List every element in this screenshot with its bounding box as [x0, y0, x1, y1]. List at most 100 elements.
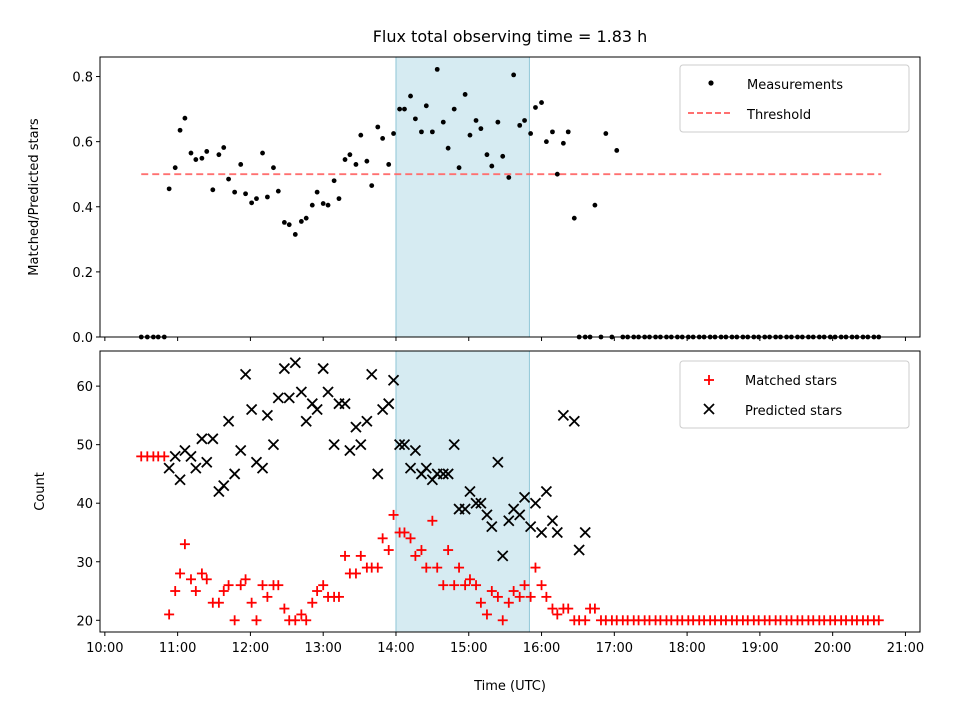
- observing-window-shade: [395, 350, 530, 633]
- matched-star-point: [481, 609, 492, 620]
- predicted-star-point: [355, 439, 367, 451]
- legend: Measurements Threshold: [679, 64, 910, 133]
- measurement-point: [271, 165, 276, 171]
- predicted-star-point: [573, 544, 585, 556]
- predicted-star-point: [256, 462, 269, 474]
- matched-star-point: [438, 580, 449, 591]
- measurement-point: [336, 196, 342, 202]
- predicted-star-point: [398, 439, 411, 451]
- measurement-point: [456, 165, 462, 171]
- measurement-point: [358, 132, 364, 138]
- predicted-star-point: [409, 444, 422, 457]
- predicted-star-point: [272, 392, 284, 404]
- y-tick-label: 50: [76, 439, 93, 454]
- matched-star-point: [318, 580, 329, 591]
- measurement-point: [364, 158, 370, 164]
- matched-star-point: [372, 562, 383, 573]
- x-tick-label: 10:00: [86, 641, 123, 656]
- measurement-point: [419, 129, 424, 135]
- y-axis-label: Matched/Predicted stars: [27, 118, 42, 276]
- predicted-star-point: [372, 468, 384, 480]
- matched-star-point: [460, 580, 471, 591]
- measurement-point: [445, 145, 451, 151]
- matched-star-point: [213, 597, 224, 608]
- predicted-star-point: [174, 474, 186, 486]
- matched-star-point: [541, 591, 552, 602]
- measurement-point: [440, 119, 446, 125]
- y-tick-label: 0.8: [72, 71, 93, 86]
- predicted-star-point: [442, 468, 454, 480]
- predicted-star-point: [459, 503, 471, 515]
- matched-star-point: [388, 509, 399, 520]
- x-tick-label: 18:00: [668, 641, 705, 656]
- y-tick-label: 0.6: [72, 136, 93, 151]
- predicted-star-point: [229, 468, 241, 480]
- predicted-star-point: [529, 497, 542, 509]
- measurement-point: [193, 157, 199, 162]
- observing-window-shade: [395, 56, 530, 338]
- measurement-point: [614, 148, 620, 153]
- measurement-point: [172, 165, 178, 171]
- matched-star-point: [333, 591, 344, 602]
- matched-star-point: [530, 562, 541, 573]
- matched-star-point: [427, 515, 438, 526]
- x-tick-label: 15:00: [450, 641, 487, 656]
- measurement-point: [281, 219, 287, 225]
- measurement-point: [467, 132, 473, 138]
- matched-star-point: [492, 591, 503, 602]
- measurement-point: [412, 116, 418, 122]
- measurement-point: [298, 219, 304, 224]
- predicted-star-point: [448, 439, 460, 451]
- predicted-star-point: [185, 450, 197, 463]
- matched-star-point: [497, 615, 508, 626]
- predicted-star-point: [393, 439, 406, 451]
- x-tick-label: 12:00: [232, 641, 269, 656]
- predicted-star-point: [222, 415, 235, 427]
- measurement-point: [423, 103, 429, 109]
- predicted-star-point: [497, 550, 509, 562]
- matched-star-point: [421, 562, 432, 573]
- x-tick-label: 19:00: [741, 641, 778, 656]
- measurement-point: [204, 149, 210, 154]
- predicted-star-point: [300, 415, 312, 427]
- predicted-star-point: [207, 433, 219, 445]
- matched-star-point: [503, 597, 514, 608]
- predicted-star-point: [475, 497, 487, 509]
- matched-star-point: [290, 615, 301, 626]
- matched-star-point: [454, 562, 465, 573]
- matched-star-point: [416, 545, 427, 556]
- measurement-point: [429, 129, 435, 135]
- predicted-star-point: [196, 433, 208, 445]
- measurement-point: [539, 100, 544, 105]
- measurement-point: [347, 152, 353, 158]
- matched-star-point: [301, 615, 312, 626]
- matched-star-point: [179, 539, 190, 550]
- legend-label-predicted: Predicted stars: [745, 404, 842, 419]
- predicted-star-point: [361, 415, 373, 427]
- measurement-point: [473, 118, 479, 123]
- measurement-point: [375, 124, 381, 130]
- matched-star-point: [873, 615, 884, 626]
- measurement-point: [386, 162, 392, 167]
- measurement-point: [554, 171, 560, 177]
- predicted-star-point: [350, 421, 362, 433]
- legend-label-matched: Matched stars: [745, 374, 837, 389]
- predicted-star-point: [524, 520, 537, 533]
- matched-star-point: [262, 591, 273, 602]
- predicted-star-point: [464, 485, 476, 498]
- matched-star-point: [251, 615, 262, 626]
- matched-star-point: [240, 574, 251, 585]
- measurement-point: [369, 183, 375, 189]
- measurement-point: [238, 162, 244, 167]
- legend-label-measurements: Measurements: [747, 78, 843, 93]
- measurement-point: [320, 201, 326, 206]
- measurement-point: [565, 129, 571, 135]
- predicted-star-point: [557, 409, 570, 422]
- matched-star-point: [589, 603, 600, 614]
- matched-star-point: [432, 562, 443, 573]
- predicted-star-point: [492, 456, 504, 468]
- predicted-star-point: [546, 515, 559, 527]
- x-tick-label: 21:00: [887, 641, 924, 656]
- predicted-star-point: [245, 403, 258, 416]
- predicted-star-point: [551, 526, 563, 539]
